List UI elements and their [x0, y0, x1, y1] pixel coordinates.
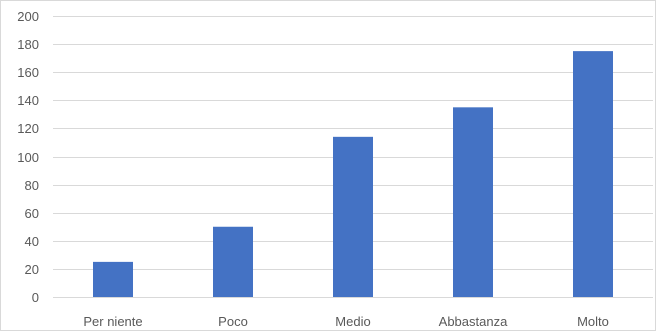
x-category-label: Abbastanza — [439, 314, 508, 329]
bar — [333, 136, 373, 297]
y-tick-label: 80 — [25, 178, 39, 193]
y-tick-label: 160 — [17, 65, 39, 80]
x-category-label: Molto — [577, 314, 609, 329]
bar — [453, 107, 493, 297]
y-tick-label: 180 — [17, 37, 39, 52]
y-axis-tick-labels: 0 20 40 60 80 100 120 140 160 180 200 — [17, 9, 39, 305]
bars — [93, 51, 613, 297]
y-tick-label: 20 — [25, 262, 39, 277]
y-tick-label: 100 — [17, 150, 39, 165]
x-category-label: Medio — [335, 314, 370, 329]
bar — [93, 261, 133, 297]
y-tick-label: 140 — [17, 93, 39, 108]
bar — [573, 51, 613, 297]
y-tick-label: 200 — [17, 9, 39, 24]
y-tick-label: 60 — [25, 206, 39, 221]
x-category-label: Per niente — [83, 314, 142, 329]
x-axis-category-labels: Per niente Poco Medio Abbastanza Molto — [83, 314, 609, 329]
y-tick-label: 120 — [17, 121, 39, 136]
bar — [213, 226, 253, 297]
x-category-label: Poco — [218, 314, 248, 329]
y-tick-label: 0 — [32, 290, 39, 305]
y-tick-label: 40 — [25, 234, 39, 249]
